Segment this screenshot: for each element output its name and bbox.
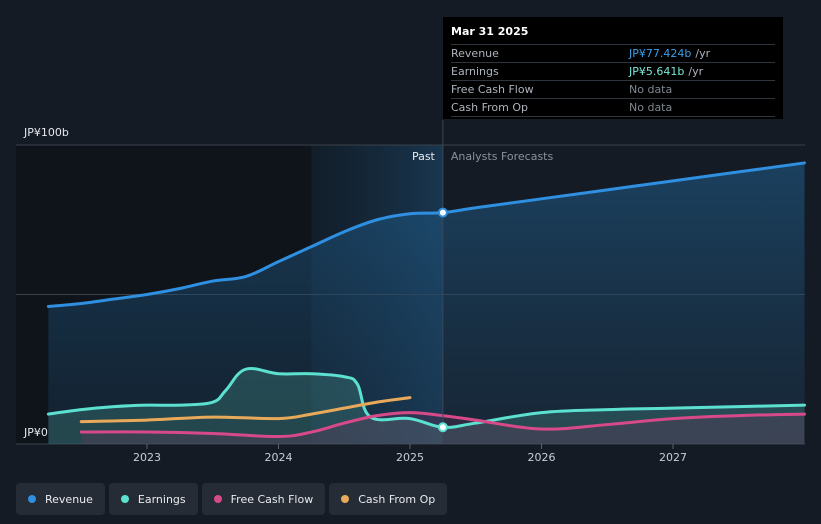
x-tick-label: 2027 xyxy=(659,451,687,464)
tooltip-value: No data xyxy=(629,101,673,114)
legend-label: Cash From Op xyxy=(358,492,436,506)
tooltip-value: JP¥77.424b xyxy=(629,47,692,60)
legend-label: Free Cash Flow xyxy=(230,492,314,506)
x-tick-label: 2024 xyxy=(265,451,293,464)
tooltip-label: Earnings xyxy=(451,65,499,78)
legend-label: Earnings xyxy=(137,492,186,506)
y-axis-top-label: JP¥100b xyxy=(23,126,69,139)
markers xyxy=(437,207,448,433)
tooltip-value: No data xyxy=(629,83,673,96)
x-tick-label: 2023 xyxy=(133,451,161,464)
y-axis-bottom-label: JP¥0 xyxy=(23,426,48,439)
forecast-label: Analysts Forecasts xyxy=(451,150,554,163)
tooltip-unit: /yr xyxy=(688,65,704,78)
legend-dot-icon xyxy=(341,495,350,503)
tooltip-row-cash-from-op: Cash From Op No data xyxy=(451,98,775,117)
legend-dot-icon xyxy=(28,495,36,503)
legend-item-cash-from-op[interactable]: Cash From Op xyxy=(329,483,448,515)
legend-dot-icon xyxy=(213,495,222,503)
tooltip-unit: /yr xyxy=(695,47,711,60)
series-lines xyxy=(46,161,806,439)
x-tick-label: 2025 xyxy=(396,451,424,464)
tooltip-label: Cash From Op xyxy=(451,101,529,114)
series-line-free-cash-flow xyxy=(79,411,806,439)
series-line-earnings xyxy=(46,367,806,429)
tooltip-row-free-cash-flow: Free Cash Flow No data xyxy=(451,80,775,98)
marker-revenue xyxy=(437,207,448,218)
tooltip: Mar 31 2025 Revenue JP¥77.424b /yr Earni… xyxy=(443,17,783,119)
tooltip-label: Free Cash Flow xyxy=(451,83,534,96)
marker-earnings xyxy=(437,422,448,433)
tooltip-row-earnings: Earnings JP¥5.641b /yr xyxy=(451,62,775,80)
legend-item-revenue[interactable]: Revenue xyxy=(16,483,105,515)
series-line-revenue xyxy=(46,161,806,308)
series-line-cash-from-op xyxy=(79,396,412,424)
legend-item-earnings[interactable]: Earnings xyxy=(108,483,198,515)
legend-dot-icon xyxy=(120,495,129,503)
past-label: Past xyxy=(412,150,436,163)
tooltip-row-revenue: Revenue JP¥77.424b /yr xyxy=(451,44,775,62)
legend: Revenue Earnings Free Cash Flow Cash Fro… xyxy=(16,483,448,515)
x-tick-label: 2026 xyxy=(528,451,556,464)
legend-item-free-cash-flow[interactable]: Free Cash Flow xyxy=(201,483,326,515)
legend-label: Revenue xyxy=(45,492,93,506)
tooltip-label: Revenue xyxy=(451,47,499,60)
tooltip-date: Mar 31 2025 xyxy=(451,25,529,38)
tooltip-value: JP¥5.641b xyxy=(629,65,685,78)
x-axis-ticks: 2023 2024 2025 2026 2027 xyxy=(133,444,687,464)
